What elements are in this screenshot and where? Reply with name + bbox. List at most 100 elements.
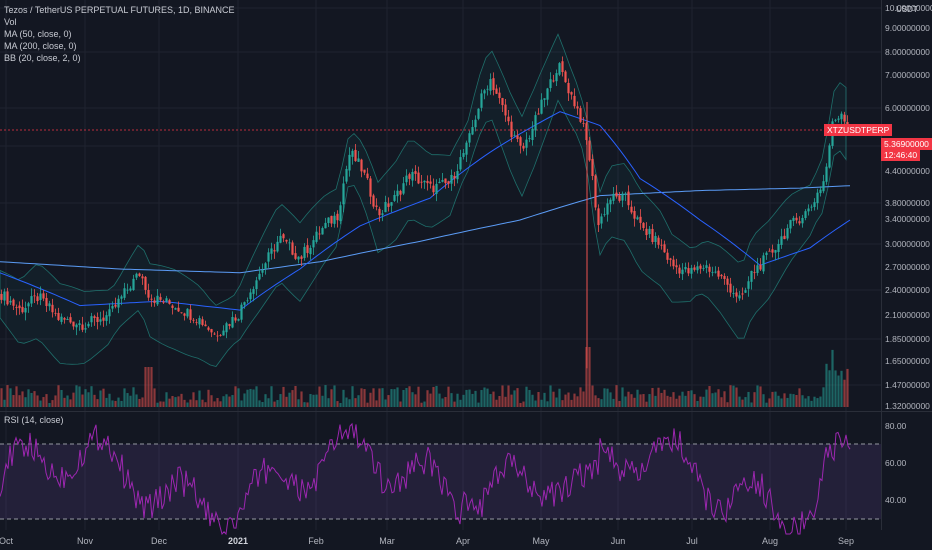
- candle-body: [252, 289, 255, 294]
- candle-body: [36, 296, 39, 302]
- volume-bar: [453, 401, 456, 407]
- candle-body: [468, 133, 471, 143]
- volume-bar: [483, 387, 486, 407]
- volume-bar: [522, 401, 525, 407]
- volume-bar: [699, 396, 702, 407]
- price-tick-label: 10.00000000: [885, 3, 932, 13]
- volume-bar: [57, 385, 60, 407]
- volume-bar: [618, 400, 621, 407]
- ma50-legend[interactable]: MA (50, close, 0): [4, 29, 72, 39]
- candle-body: [750, 270, 753, 282]
- candle-body: [552, 80, 555, 82]
- volume-bar: [261, 401, 264, 407]
- ma200-legend[interactable]: MA (200, close, 0): [4, 41, 77, 51]
- candle-body: [408, 174, 411, 179]
- candle-body: [306, 245, 309, 253]
- rsi-legend[interactable]: RSI (14, close): [4, 415, 64, 425]
- candle-body: [666, 252, 669, 260]
- time-tick-label: Apr: [455, 536, 471, 546]
- candle-body: [87, 323, 90, 327]
- volume-bar: [192, 392, 195, 407]
- volume-bar: [621, 387, 624, 407]
- countdown-tag: 12:46:40: [881, 149, 921, 161]
- candle-body: [108, 309, 111, 317]
- volume-bar: [582, 391, 585, 407]
- price-tick-label: 3.00000000: [885, 239, 930, 249]
- rsi-tick-label: 60.00: [885, 458, 907, 468]
- volume-bar: [408, 386, 411, 407]
- volume-bar: [63, 397, 66, 407]
- symbol-title[interactable]: Tezos / TetherUS PERPETUAL FUTURES, 1D, …: [4, 5, 235, 15]
- candle-body: [558, 63, 561, 75]
- price-tick-label: 3.40000000: [885, 214, 930, 224]
- candle-body: [255, 280, 258, 289]
- candle-body: [369, 178, 372, 197]
- volume-legend[interactable]: Vol: [4, 17, 17, 27]
- candle-body: [429, 181, 432, 184]
- candle-body: [351, 150, 354, 157]
- candle-body: [816, 192, 819, 204]
- pane-separator[interactable]: [0, 411, 932, 412]
- volume-bar: [432, 386, 435, 407]
- volume-bar: [657, 387, 660, 407]
- volume-bar: [603, 388, 606, 407]
- candle-body: [573, 95, 576, 107]
- candle-body: [783, 235, 786, 240]
- candle-body: [216, 335, 219, 337]
- rsi-tick-label: 40.00: [885, 495, 907, 505]
- volume-bar: [267, 398, 270, 407]
- volume-bar: [135, 394, 138, 407]
- candle-body: [462, 153, 465, 157]
- candle-body: [414, 171, 417, 174]
- candle-body: [525, 139, 528, 148]
- volume-bar: [33, 391, 36, 407]
- volume-bar: [258, 400, 261, 407]
- candle-body: [0, 293, 3, 300]
- volume-bar: [147, 367, 150, 407]
- volume-bar: [108, 393, 111, 407]
- volume-bar: [21, 391, 24, 407]
- price-tick-label: 1.85000000: [885, 334, 930, 344]
- volume-bar: [162, 401, 165, 407]
- candle-body: [804, 211, 807, 218]
- volume-bar: [492, 391, 495, 407]
- volume-bar: [549, 385, 552, 407]
- volume-bar: [555, 397, 558, 407]
- volume-bar: [606, 388, 609, 407]
- candle-body: [531, 128, 534, 140]
- candle-body: [567, 82, 570, 94]
- volume-bar: [816, 398, 819, 407]
- volume-bar: [318, 386, 321, 407]
- candle-body: [687, 268, 690, 274]
- volume-bar: [798, 388, 801, 407]
- volume-bar: [324, 385, 327, 407]
- candle-body: [723, 276, 726, 279]
- candle-body: [219, 335, 222, 336]
- volume-bar: [129, 395, 132, 407]
- candle-body: [591, 158, 594, 177]
- volume-bar: [660, 392, 663, 407]
- candle-body: [519, 137, 522, 146]
- volume-bar: [219, 401, 222, 407]
- candle-body: [168, 300, 171, 304]
- volume-bar: [327, 398, 330, 407]
- candle-body: [822, 181, 825, 192]
- volume-bar: [474, 390, 477, 407]
- candle-body: [72, 321, 75, 327]
- candle-body: [615, 192, 618, 197]
- volume-bar: [705, 389, 708, 407]
- candle-body: [174, 308, 177, 310]
- bb-legend[interactable]: BB (20, close, 2, 0): [4, 53, 81, 63]
- volume-bar: [777, 395, 780, 407]
- volume-bar: [462, 394, 465, 407]
- volume-bar: [183, 399, 186, 407]
- candle-body: [411, 172, 414, 181]
- candle-body: [225, 323, 228, 333]
- volume-bar: [9, 388, 12, 407]
- candle-body: [75, 324, 78, 328]
- volume-bar: [300, 391, 303, 407]
- volume-bar: [534, 400, 537, 407]
- candle-body: [681, 269, 684, 275]
- volume-bar: [84, 389, 87, 407]
